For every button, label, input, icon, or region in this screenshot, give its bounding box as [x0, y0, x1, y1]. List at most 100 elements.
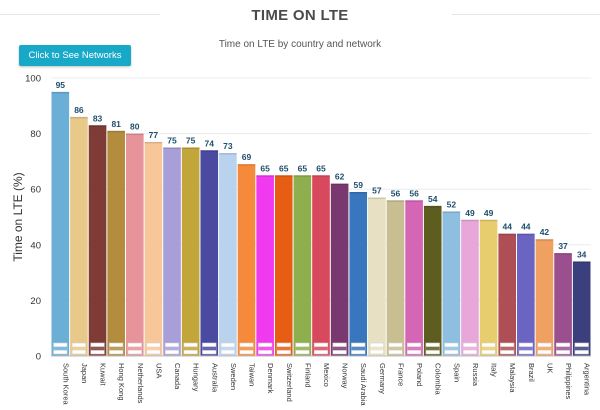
- bar-cap: [386, 200, 405, 202]
- flag-icon: [462, 342, 478, 355]
- bar-usa[interactable]: [144, 141, 163, 356]
- bar-switzerland[interactable]: [274, 175, 293, 356]
- flag-icon: [90, 342, 105, 355]
- bar-france[interactable]: [386, 200, 405, 356]
- category-label: UK: [545, 363, 554, 373]
- flag-icon: [574, 342, 589, 355]
- category-label: Mexico: [322, 363, 331, 387]
- value-label: 65: [279, 163, 289, 173]
- bar-netherlands[interactable]: [125, 133, 144, 356]
- flag-icon: [164, 342, 180, 355]
- category-label: Denmark: [266, 363, 275, 394]
- category-label: France: [396, 363, 405, 386]
- bar-japan[interactable]: [70, 116, 88, 356]
- value-label: 65: [298, 163, 308, 173]
- value-label: 56: [409, 188, 419, 198]
- flag-icon: [555, 342, 571, 355]
- value-label: 62: [335, 172, 345, 182]
- bar-cap: [349, 191, 368, 194]
- value-label: 69: [242, 152, 252, 162]
- category-label: Saudi Arabia: [359, 363, 368, 406]
- flag-icon: [220, 342, 236, 355]
- flag-icon: [146, 342, 161, 355]
- title-rule-left: [0, 14, 160, 15]
- bar-norway[interactable]: [330, 183, 349, 356]
- bar-germany[interactable]: [368, 197, 386, 356]
- bar-saudi-arabia[interactable]: [349, 191, 368, 356]
- y-tick-label: 80: [30, 129, 41, 140]
- bar-finland[interactable]: [293, 175, 312, 356]
- category-label: Finland: [303, 363, 312, 388]
- bar-philippines[interactable]: [554, 253, 572, 356]
- page-title: TIME ON LTE: [251, 7, 349, 24]
- bar-cap: [554, 253, 572, 255]
- y-tick-label: 100: [25, 74, 41, 85]
- value-label: 57: [372, 186, 382, 196]
- value-label: 49: [465, 208, 475, 218]
- bar-canada[interactable]: [163, 147, 181, 357]
- bar-cap: [368, 197, 386, 200]
- flag-icon: [444, 342, 459, 355]
- y-tick-label: 20: [30, 296, 41, 307]
- value-label: 37: [558, 241, 568, 251]
- bar-malaysia[interactable]: [498, 233, 517, 356]
- value-label: 44: [521, 222, 531, 232]
- value-label: 80: [130, 122, 140, 132]
- bar-cap: [219, 153, 237, 155]
- axes: 0 20 40 60 80 100 Time on LTE (%) South Korea Ja…: [11, 74, 592, 407]
- value-label: 81: [111, 119, 121, 129]
- y-axis-title: Time on LTE (%): [11, 172, 25, 261]
- bar-denmark[interactable]: [256, 175, 274, 356]
- flag-icon: [537, 342, 552, 355]
- bar-argentina[interactable]: [572, 261, 591, 356]
- y-tick-label: 0: [36, 352, 41, 363]
- bar-taiwan[interactable]: [237, 164, 256, 356]
- bar-cap: [107, 130, 125, 133]
- value-label: 34: [577, 249, 587, 259]
- bar-kuwait[interactable]: [88, 125, 107, 356]
- category-label: Sweden: [229, 363, 238, 390]
- bar-cap: [442, 211, 461, 213]
- bar-australia[interactable]: [200, 150, 219, 356]
- bar-colombia[interactable]: [423, 205, 442, 356]
- category-label: Poland: [415, 363, 424, 386]
- bar-poland[interactable]: [405, 200, 423, 356]
- category-label: South Korea: [61, 363, 70, 406]
- bar-brazil[interactable]: [517, 233, 535, 356]
- value-label: 59: [354, 180, 364, 190]
- flag-row: [53, 342, 589, 355]
- flag-icon: [109, 342, 124, 355]
- bar-cap: [330, 183, 349, 186]
- see-networks-button[interactable]: Click to See Networks: [19, 45, 131, 66]
- value-label: 86: [74, 105, 84, 115]
- value-label: 52: [447, 199, 457, 209]
- flag-icon: [388, 342, 403, 355]
- value-label: 95: [56, 80, 66, 90]
- category-label: Netherlands: [136, 363, 145, 404]
- value-label: 75: [167, 136, 177, 146]
- flag-icon: [425, 342, 440, 355]
- bar-hong-kong[interactable]: [107, 130, 125, 356]
- flag-icon: [183, 342, 198, 355]
- category-label: Russia: [471, 363, 480, 387]
- bar-italy[interactable]: [479, 219, 498, 356]
- flag-icon: [500, 342, 515, 355]
- category-label: Norway: [341, 363, 350, 389]
- bar-uk[interactable]: [535, 239, 554, 356]
- bar-south-korea[interactable]: [51, 91, 70, 357]
- category-label: USA: [154, 363, 163, 378]
- bar-cap: [461, 219, 479, 222]
- bar-sweden[interactable]: [219, 153, 237, 356]
- category-label: Japan: [80, 363, 89, 383]
- bar-spain[interactable]: [442, 211, 461, 356]
- flag-icon: [71, 342, 87, 355]
- bar-mexico[interactable]: [312, 175, 330, 356]
- bar-hungary[interactable]: [181, 147, 200, 357]
- value-label: 56: [391, 188, 401, 198]
- bar-cap: [274, 175, 293, 177]
- category-label: Hong Kong: [117, 363, 126, 401]
- bar-russia[interactable]: [461, 219, 479, 356]
- value-label: 73: [223, 141, 233, 151]
- bar-cap: [88, 125, 107, 127]
- data-labels: 95 86 83 81 80 77 75 75 74 73 69 65 65 65 65 62 59 57 56 56…: [56, 80, 587, 260]
